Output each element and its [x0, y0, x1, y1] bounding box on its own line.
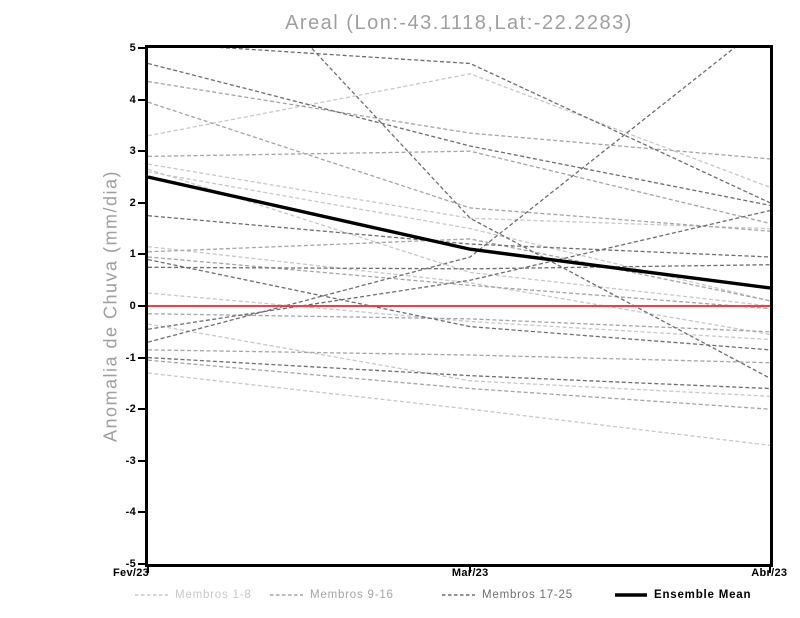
- x-tick-mark: [769, 567, 771, 573]
- ensemble-member-line-group3: [218, 48, 770, 204]
- legend-dashed-line-sample: [135, 594, 168, 596]
- legend-dashed-line-sample: [270, 594, 303, 596]
- ensemble-member-line-group1: [148, 292, 770, 341]
- ensemble-member-line-group1: [148, 73, 770, 188]
- y-tick-mark: [138, 253, 145, 256]
- legend-label: Membros 9-16: [310, 589, 394, 601]
- ensemble-member-line-group3: [148, 215, 770, 258]
- y-tick-label: -2: [125, 403, 136, 416]
- plot-area: [145, 45, 773, 567]
- ensemble-member-line-group1: [148, 163, 770, 230]
- ensemble-member-line-group3: [148, 258, 770, 351]
- legend-item: Membros 17-25: [442, 588, 573, 602]
- ensemble-member-line-group2: [148, 359, 770, 410]
- ensemble-member-line-group1: [148, 323, 770, 397]
- y-tick-label: 0: [129, 300, 136, 312]
- ensemble-member-line-group3: [148, 264, 770, 270]
- y-tick-mark: [138, 459, 145, 462]
- y-tick-label: -1: [125, 351, 136, 364]
- ensemble-member-line-group3: [148, 62, 770, 207]
- ensemble-mean-line: [148, 175, 770, 290]
- y-tick-mark: [138, 511, 145, 514]
- legend-dashed-line-sample: [442, 594, 475, 596]
- y-tick-mark: [138, 150, 145, 153]
- y-tick-label: 5: [129, 42, 136, 54]
- legend-item: Ensemble Mean: [615, 588, 751, 602]
- y-tick-label: 2: [129, 196, 136, 209]
- x-tick-mark: [147, 567, 149, 573]
- ensemble-member-line-group2: [148, 313, 770, 333]
- ensemble-member-line-group2: [148, 101, 770, 232]
- x-tick-label: Fev/23: [113, 567, 150, 579]
- legend-label: Ensemble Mean: [654, 589, 752, 601]
- legend-item: Membros 9-16: [270, 588, 394, 602]
- ensemble-member-line-group3: [148, 48, 736, 343]
- y-tick-label: 1: [129, 248, 136, 261]
- ensemble-member-line-group2: [148, 150, 770, 225]
- y-tick-label: 3: [129, 145, 136, 158]
- ensemble-member-line-group2: [148, 349, 770, 364]
- ensemble-member-line-group1: [148, 246, 770, 336]
- ensemble-member-line-group1: [148, 171, 770, 302]
- y-tick-mark: [138, 98, 145, 101]
- ensemble-member-line-group1: [148, 168, 770, 307]
- y-tick-mark: [138, 201, 145, 204]
- y-tick-mark: [138, 356, 145, 359]
- y-tick-mark: [138, 305, 145, 307]
- legend-label: Membros 1-8: [175, 589, 252, 601]
- y-tick-label: -4: [125, 506, 136, 519]
- y-tick-mark: [138, 563, 145, 565]
- chart-title: Areal (Lon:-43.1118,Lat:-22.2283): [285, 12, 633, 34]
- ensemble-member-line-group3: [148, 356, 770, 390]
- x-tick-mark: [469, 567, 472, 573]
- y-tick-label: -3: [125, 454, 136, 467]
- x-tick-label: Abr/23: [751, 567, 788, 579]
- plot-lines-svg: [148, 48, 770, 446]
- ensemble-member-line-group3: [148, 209, 770, 330]
- y-tick-mark: [138, 408, 145, 411]
- y-tick-mark: [138, 47, 145, 49]
- y-tick-label: -5: [125, 558, 136, 570]
- ensemble-member-line-group2: [148, 80, 770, 160]
- legend-item: Membros 1-8: [135, 588, 252, 602]
- x-tick-label: Mar/23: [451, 567, 489, 579]
- ensemble-member-line-group3: [310, 48, 770, 379]
- legend-label: Membros 17-25: [482, 589, 573, 601]
- ensemble-member-line-group2: [148, 238, 770, 302]
- y-tick-label: 4: [129, 93, 136, 106]
- legend-solid-line-sample: [615, 593, 647, 597]
- ensemble-member-line-group2: [148, 256, 770, 310]
